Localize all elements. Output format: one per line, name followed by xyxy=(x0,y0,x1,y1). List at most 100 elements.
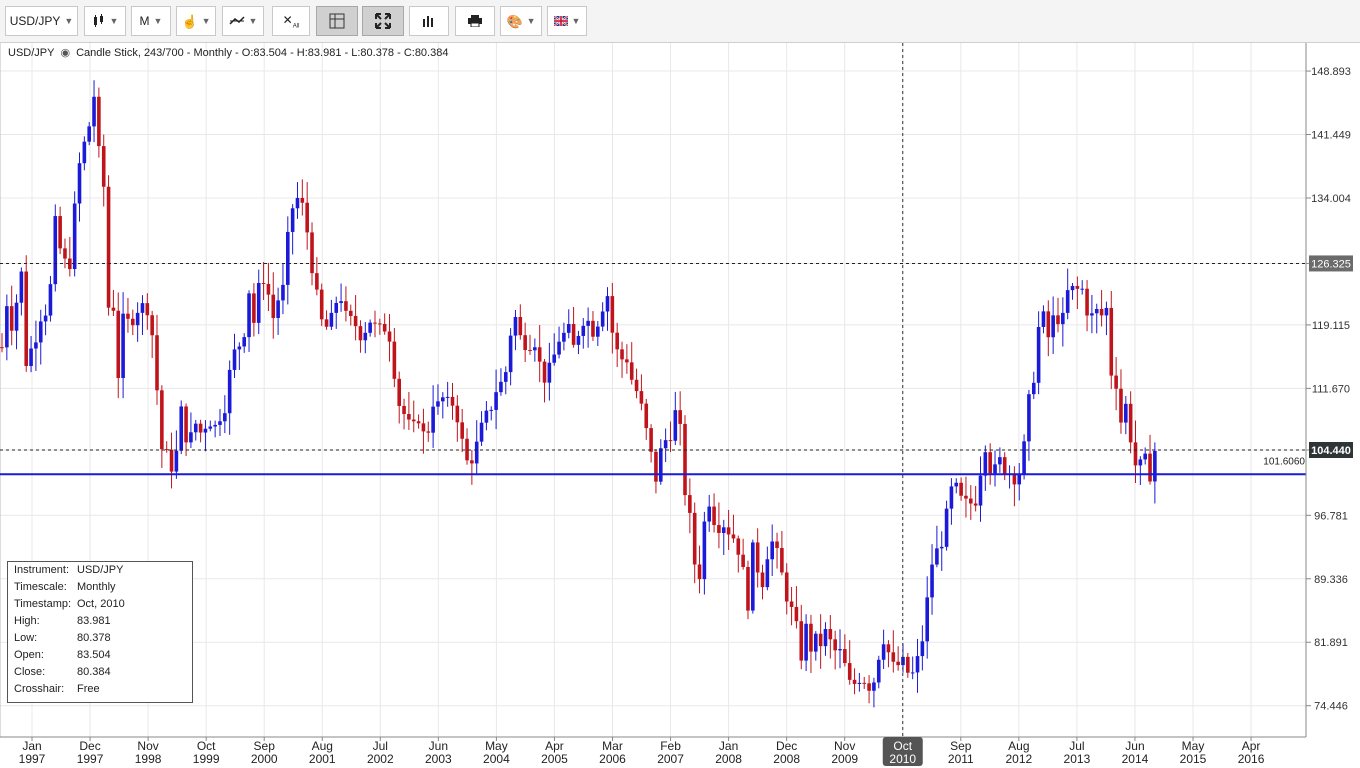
candle-body xyxy=(678,410,682,424)
fullscreen-button[interactable] xyxy=(362,6,404,36)
candle-body xyxy=(290,208,295,232)
x-tick-year: 2013 xyxy=(1064,752,1091,766)
x-tick-year: 2002 xyxy=(367,752,394,766)
info-key: High: xyxy=(14,615,40,627)
candle-body xyxy=(954,482,959,487)
candle-body xyxy=(799,621,804,661)
candle-body xyxy=(324,319,329,327)
candle-body xyxy=(658,448,663,482)
theme-dropdown[interactable]: 🎨 ▼ xyxy=(500,6,542,36)
candle-body xyxy=(993,464,997,474)
candle-body xyxy=(552,354,557,363)
candle-body xyxy=(886,644,891,653)
candle-body xyxy=(571,324,576,345)
candle-body xyxy=(949,486,954,509)
candle-body xyxy=(707,506,712,522)
price-chart[interactable]: 101.6060 148.893 141.449 134.004 126.325 119… xyxy=(0,43,1360,768)
instrument-dropdown[interactable]: USD/JPY ▼ xyxy=(5,6,78,36)
candle-body xyxy=(910,672,915,674)
bar-type-dropdown[interactable]: ▼ xyxy=(84,6,126,36)
eye-icon[interactable]: ◉ xyxy=(60,47,71,59)
candle-body xyxy=(1002,457,1007,474)
candle-body xyxy=(203,428,208,433)
candle-body xyxy=(450,396,455,406)
candle-body xyxy=(610,296,615,333)
x-tick-month: Jan xyxy=(22,739,41,753)
candle-body xyxy=(838,649,842,651)
indicators-dropdown[interactable]: ▼ xyxy=(222,6,264,36)
candle-body xyxy=(0,347,4,349)
candle-body xyxy=(789,601,794,607)
candle-body xyxy=(474,441,479,464)
x-tick-month: Jun xyxy=(1125,739,1144,753)
candle-body xyxy=(121,313,125,378)
x-tick-year: 2009 xyxy=(831,752,858,766)
candle-body xyxy=(339,301,343,303)
candle-body xyxy=(169,449,174,472)
candle-body xyxy=(649,428,653,452)
chart-style-button[interactable] xyxy=(409,6,449,36)
candle-body xyxy=(518,316,523,336)
candle-body xyxy=(1114,375,1118,389)
candle-body xyxy=(77,163,82,204)
candle-body xyxy=(382,323,387,332)
candle-body xyxy=(140,303,145,313)
candle-body xyxy=(397,378,402,406)
candle-body xyxy=(436,401,440,407)
language-dropdown[interactable]: ▼ xyxy=(547,6,587,36)
x-tick-year: 2014 xyxy=(1122,752,1149,766)
x-tick-year: 2006 xyxy=(599,752,626,766)
expand-icon xyxy=(375,13,391,29)
candle-body xyxy=(988,452,992,474)
candle-body xyxy=(53,216,58,285)
candle-body xyxy=(978,475,983,506)
price-tag-bg xyxy=(1309,255,1353,272)
candle-body xyxy=(600,311,605,327)
x-tick-month: Feb xyxy=(660,739,681,753)
y-tick-label: 81.891 xyxy=(1314,637,1348,649)
candle-body xyxy=(150,315,154,336)
info-row: High: 83.981 xyxy=(14,615,192,632)
candle-body xyxy=(232,349,237,370)
candle-body xyxy=(605,296,610,312)
clear-all-button[interactable]: ✕All xyxy=(272,6,310,36)
candle-body xyxy=(644,403,649,429)
y-tick-label: 148.893 xyxy=(1311,66,1351,78)
candle-body xyxy=(770,541,774,560)
price-tag-bg xyxy=(1309,442,1353,459)
cursor-mode-dropdown[interactable]: ☝ ▼ xyxy=(176,6,216,36)
candle-body xyxy=(944,508,949,547)
candle-body xyxy=(295,197,300,209)
x-tick-year: 2004 xyxy=(483,752,510,766)
candle-body xyxy=(63,248,67,259)
info-row: Open: 83.504 xyxy=(14,649,192,666)
candle-body xyxy=(24,271,29,367)
chevron-down-icon: ▼ xyxy=(64,16,74,26)
x-tick-year: 2012 xyxy=(1005,752,1032,766)
candle-body xyxy=(736,538,741,555)
overlapping-price-label: 101.6060 xyxy=(1263,457,1305,468)
grid-toggle-button[interactable] xyxy=(316,6,358,36)
candle-body xyxy=(87,126,91,142)
info-key: Timestamp: xyxy=(14,598,72,610)
candle-body xyxy=(315,273,319,290)
candle-body xyxy=(1070,286,1075,291)
crosshair-time-tag xyxy=(882,737,923,766)
print-button[interactable] xyxy=(455,6,495,36)
candle-body xyxy=(576,335,581,345)
candle-body xyxy=(1051,315,1055,338)
candle-body xyxy=(407,414,411,420)
chevron-down-icon: ▼ xyxy=(526,16,536,26)
chevron-down-icon: ▼ xyxy=(571,16,581,26)
timescale-dropdown[interactable]: M ▼ xyxy=(131,6,171,36)
candle-body xyxy=(1041,311,1046,327)
x-tick-month: Oct xyxy=(197,739,216,753)
candle-body xyxy=(198,423,203,433)
candle-body xyxy=(48,284,53,316)
candle-body xyxy=(639,391,644,404)
candle-body xyxy=(247,293,251,338)
candle-body xyxy=(1080,288,1085,290)
candle-body xyxy=(1128,403,1133,443)
header-instrument: USD/JPY xyxy=(8,46,55,59)
candle-body xyxy=(479,422,484,442)
